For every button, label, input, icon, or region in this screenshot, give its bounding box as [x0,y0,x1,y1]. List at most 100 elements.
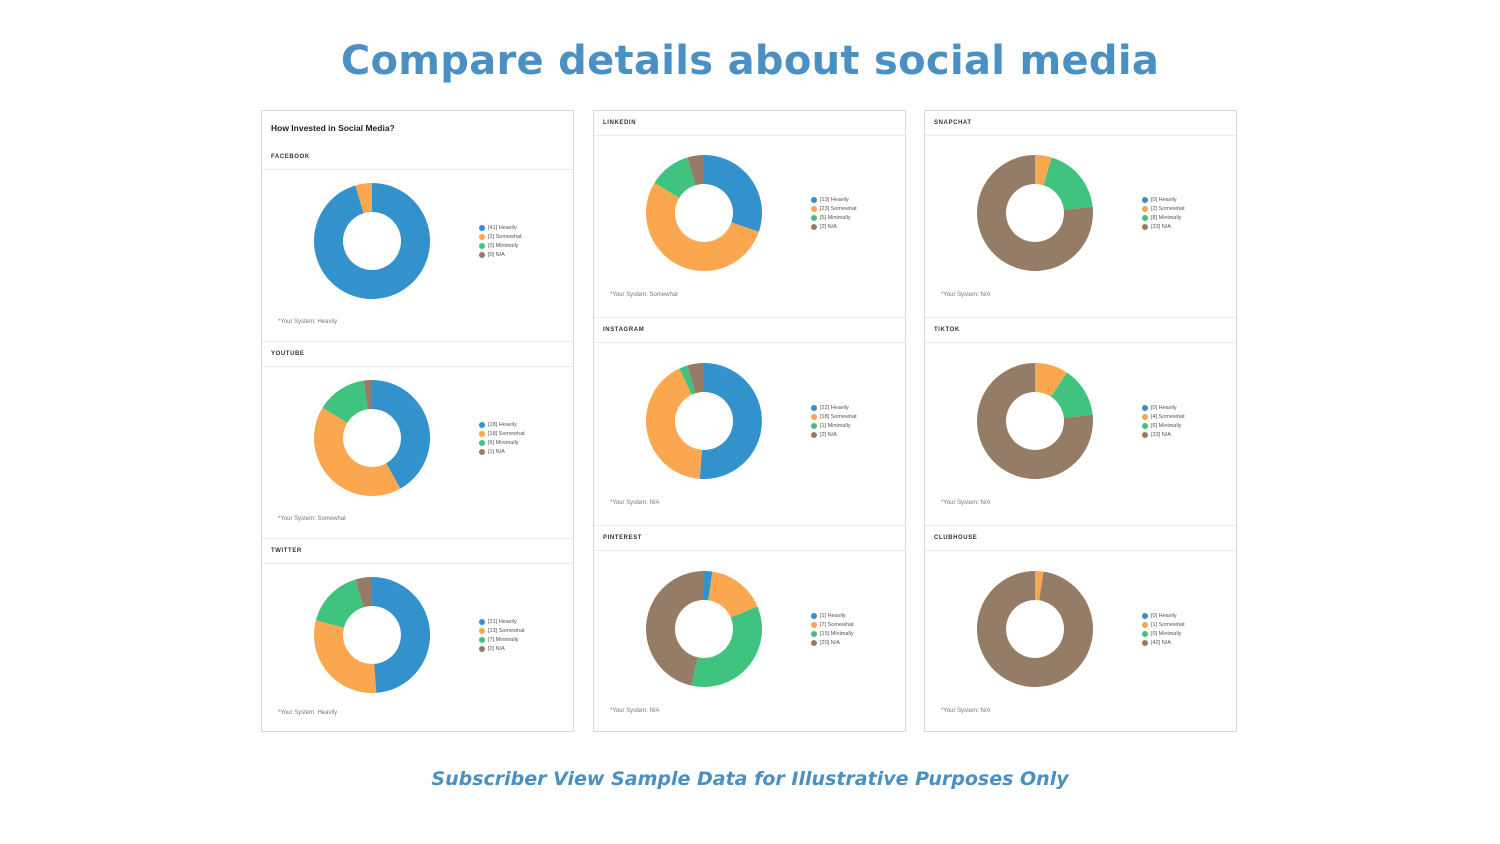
legend-item[interactable]: [1] N/A [479,447,525,456]
legend-label: [15] Minimally [820,630,854,637]
slice-somewhat[interactable] [708,571,758,618]
footer-disclaimer: Subscriber View Sample Data for Illustra… [431,768,1069,790]
legend-swatch [1142,431,1148,438]
section-divider [262,366,573,367]
legend-item[interactable]: [13] Heavily [811,195,857,204]
legend-label: [0] Heavily [1151,404,1177,411]
slice-somewhat[interactable] [1035,155,1052,186]
legend-item[interactable]: [15] Minimally [811,629,854,638]
legend-swatch [1142,223,1148,230]
legend-swatch [811,639,817,646]
legend-item[interactable]: [2] N/A [811,222,857,231]
panel-heading: How Invested in Social Media? [271,123,395,133]
legend-item[interactable]: [2] N/A [479,644,525,653]
legend-item[interactable]: [0] Minimally [1142,629,1185,638]
legend-item[interactable]: [13] Somewhat [479,626,525,635]
legend-label: [18] Somewhat [488,430,525,437]
slice-somewhat[interactable] [1035,363,1067,397]
legend-swatch [811,612,817,619]
legend-label: [21] Heavily [488,618,517,625]
section-divider [262,169,573,170]
section-divider [594,317,905,318]
slice-minimally[interactable] [654,157,696,198]
legend-item[interactable]: [21] Heavily [479,617,525,626]
slice-minimally[interactable] [691,606,762,687]
slice-heavily[interactable] [314,183,431,299]
legend-item[interactable]: [0] Minimally [479,241,522,250]
legend-item[interactable]: [1] Somewhat [1142,620,1185,629]
section-divider [594,525,905,526]
section-divider [262,341,573,342]
slice-na[interactable] [976,363,1093,479]
legend-item[interactable]: [4] Somewhat [1142,412,1185,421]
legend-label: [1] Somewhat [1151,621,1185,628]
your-system-note: *Your System: Heavily [278,319,338,325]
chart-title-instagram: INSTAGRAM [603,327,645,333]
chart-section-tiktok: TIKTOK [0] Heavily [4] Somewhat [6] Minimal… [925,318,1236,526]
legend-item[interactable]: [0] Heavily [1142,195,1185,204]
slice-heavily[interactable] [372,577,431,693]
chart-title-twitter: TWITTER [271,548,302,554]
legend-item[interactable]: [1] Minimally [811,421,857,430]
legend-item[interactable]: [2] Somewhat [1142,204,1185,213]
slice-somewhat[interactable] [645,368,702,479]
slice-na[interactable] [976,571,1093,687]
slice-somewhat[interactable] [313,407,401,497]
slice-heavily[interactable] [704,571,713,601]
legend-label: [0] Minimally [488,242,519,249]
legend-item[interactable]: [0] Heavily [1142,403,1185,412]
legend-item[interactable]: [5] Minimally [811,213,857,222]
slice-somewhat[interactable] [355,183,372,214]
slice-heavily[interactable] [372,380,431,489]
legend-item[interactable]: [6] Minimally [1142,421,1185,430]
slice-heavily[interactable] [699,363,762,479]
legend-label: [20] N/A [820,639,840,646]
slice-minimally[interactable] [1051,372,1093,418]
slice-somewhat[interactable] [1035,571,1044,601]
slice-na[interactable] [687,363,704,394]
legend-label: [6] Minimally [1151,422,1182,429]
legend-item[interactable]: [7] Somewhat [811,620,854,629]
legend-pinterest: [1] Heavily [7] Somewhat [15] Minimally [20… [811,611,854,647]
chart-title-snapchat: SNAPCHAT [934,120,972,126]
slice-minimally[interactable] [315,579,364,628]
your-system-note: *Your System: N/A [610,500,660,506]
legend-item[interactable]: [2] N/A [811,430,857,439]
slice-somewhat[interactable] [314,620,377,694]
legend-item[interactable]: [0] Heavily [1142,611,1185,620]
legend-item[interactable]: [18] Somewhat [811,412,857,421]
slice-na[interactable] [646,571,704,686]
chart-title-tiktok: TIKTOK [934,327,960,333]
legend-item[interactable]: [2] Somewhat [479,232,522,241]
legend-item[interactable]: [42] N/A [1142,638,1185,647]
legend-label: [8] Minimally [1151,214,1182,221]
legend-label: [41] Heavily [488,224,517,231]
legend-label: [33] N/A [1151,431,1171,438]
legend-item[interactable]: [33] N/A [1142,222,1185,231]
legend-item[interactable]: [33] N/A [1142,430,1185,439]
legend-item[interactable]: [7] Minimally [479,635,525,644]
slice-heavily[interactable] [704,155,762,232]
chart-section-linkedin: LINKEDIN [13] Heavily [23] Somewhat [5] Min… [594,111,905,318]
legend-label: [0] Heavily [1151,612,1177,619]
legend-item[interactable]: [0] N/A [479,250,522,259]
legend-item[interactable]: [20] N/A [811,638,854,647]
legend-item[interactable]: [23] Somewhat [811,204,857,213]
slice-na[interactable] [687,155,704,186]
legend-label: [6] Minimally [488,439,519,446]
legend-item[interactable]: [1] Heavily [811,611,854,620]
slice-na[interactable] [976,155,1093,271]
slice-minimally[interactable] [1043,157,1093,210]
legend-item[interactable]: [18] Heavily [479,420,525,429]
slice-minimally[interactable] [679,365,696,395]
legend-item[interactable]: [8] Minimally [1142,213,1185,222]
legend-item[interactable]: [22] Heavily [811,403,857,412]
legend-item[interactable]: [6] Minimally [479,438,525,447]
slice-minimally[interactable] [322,380,368,423]
slice-na[interactable] [355,577,372,608]
slice-na[interactable] [363,380,372,410]
your-system-note: *Your System: Heavily [278,710,338,716]
slice-somewhat[interactable] [645,182,759,272]
legend-item[interactable]: [18] Somewhat [479,429,525,438]
legend-item[interactable]: [41] Heavily [479,223,522,232]
